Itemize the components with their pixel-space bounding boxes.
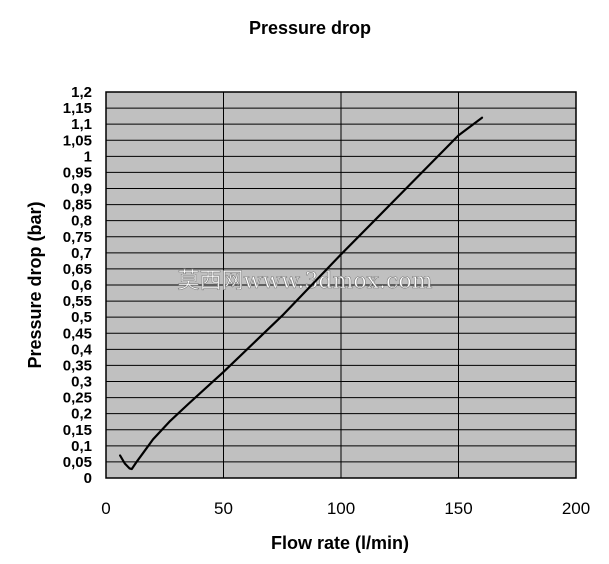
y-tick-label: 0,95	[63, 164, 92, 181]
y-tick-label: 0,15	[63, 422, 92, 439]
y-tick-label: 0,55	[63, 293, 92, 310]
y-tick-label: 0,9	[71, 181, 92, 198]
y-tick-label: 1	[84, 148, 92, 165]
y-tick-label: 0,05	[63, 454, 92, 471]
y-tick-label: 0,25	[63, 390, 92, 407]
y-tick-label: 0,2	[71, 406, 92, 423]
y-tick-label: 0,1	[71, 438, 92, 455]
y-tick-label: 0,85	[63, 197, 92, 214]
x-tick-labels: 0 50 100 150 200	[101, 499, 590, 518]
y-tick-label: 1,2	[71, 84, 92, 101]
y-tick-label: 0	[84, 470, 92, 487]
y-tick-label: 0,75	[63, 229, 92, 246]
chart-title: Pressure drop	[249, 18, 371, 38]
plot-area: 莫西网www.3dmox.com	[105, 91, 577, 479]
x-tick-label: 50	[214, 499, 233, 518]
y-tick-label: 0,8	[71, 213, 92, 230]
y-tick-label: 0,45	[63, 325, 92, 342]
y-tick-label: 1,1	[71, 116, 92, 133]
y-tick-labels: 00,050,10,150,20,250,30,350,40,450,50,55…	[63, 84, 93, 487]
y-tick-label: 0,65	[63, 261, 92, 278]
y-axis-label: Pressure drop (bar)	[25, 201, 45, 368]
y-tick-label: 0,7	[71, 245, 92, 262]
y-tick-label: 1,15	[63, 100, 92, 117]
watermark: 莫西网www.3dmox.com	[178, 269, 433, 294]
x-tick-label: 150	[444, 499, 472, 518]
y-tick-label: 1,05	[63, 132, 92, 149]
series-line	[119, 116, 484, 471]
y-tick-label: 0,3	[71, 374, 92, 391]
y-tick-label: 0,35	[63, 357, 92, 374]
x-axis-label: Flow rate (l/min)	[271, 533, 409, 553]
x-tick-label: 100	[327, 499, 355, 518]
x-tick-label: 0	[101, 499, 110, 518]
y-tick-label: 0,6	[71, 277, 92, 294]
x-tick-label: 200	[562, 499, 590, 518]
y-tick-label: 0,5	[71, 309, 92, 326]
y-tick-label: 0,4	[71, 341, 93, 358]
plot-border	[105, 91, 577, 479]
